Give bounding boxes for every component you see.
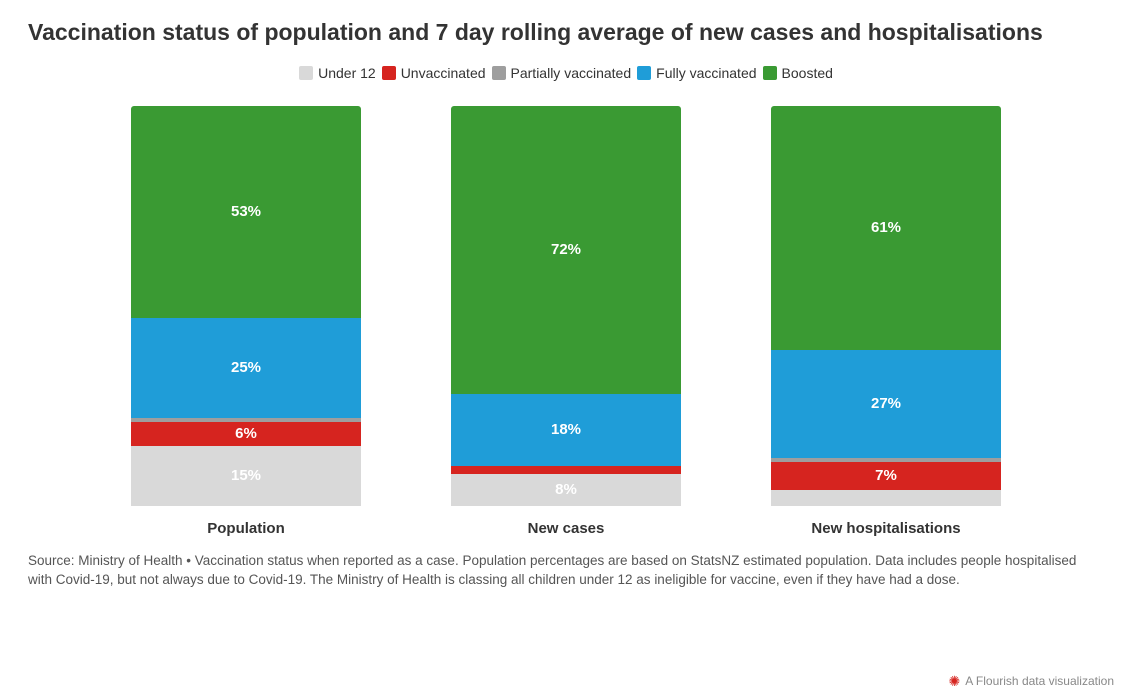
chart-title: Vaccination status of population and 7 d… — [28, 18, 1104, 47]
bar-group: 61% 27% 7% New hospitalisations — [771, 106, 1001, 537]
category-label: Population — [207, 520, 285, 537]
bar-group: 53% 25% 6% 15% Population — [131, 106, 361, 537]
bar-segment[interactable] — [451, 466, 681, 474]
bar-segment[interactable]: 53% — [131, 106, 361, 318]
bar-segment[interactable]: 27% — [771, 350, 1001, 458]
legend-label: Partially vaccinated — [511, 65, 632, 81]
legend-item[interactable]: Boosted — [763, 65, 833, 81]
bar-segment[interactable]: 25% — [131, 318, 361, 418]
chart-area: 53% 25% 6% 15% Population 72% 18% 8% New cases 61… — [28, 97, 1104, 537]
segment-value-label: 27% — [871, 395, 901, 412]
legend-swatch — [492, 66, 506, 80]
category-label: New cases — [528, 520, 605, 537]
legend-swatch — [382, 66, 396, 80]
legend-label: Unvaccinated — [401, 65, 486, 81]
category-label: New hospitalisations — [811, 520, 960, 537]
segment-value-label: 18% — [551, 421, 581, 438]
segment-value-label: 72% — [551, 241, 581, 258]
flourish-icon: ✺ — [949, 674, 961, 688]
segment-value-label: 53% — [231, 203, 261, 220]
legend-swatch — [763, 66, 777, 80]
legend-label: Boosted — [782, 65, 833, 81]
stacked-bar: 53% 25% 6% 15% — [131, 106, 361, 506]
segment-value-label: 15% — [231, 467, 261, 484]
bar-segment[interactable] — [771, 490, 1001, 506]
legend-item[interactable]: Unvaccinated — [382, 65, 486, 81]
bar-segment[interactable]: 7% — [771, 462, 1001, 490]
segment-value-label: 25% — [231, 359, 261, 376]
bar-segment[interactable]: 6% — [131, 422, 361, 446]
bar-segment[interactable]: 72% — [451, 106, 681, 394]
segment-value-label: 7% — [875, 467, 897, 484]
legend-label: Under 12 — [318, 65, 376, 81]
legend-item[interactable]: Partially vaccinated — [492, 65, 632, 81]
legend-item[interactable]: Under 12 — [299, 65, 376, 81]
bar-segment[interactable]: 15% — [131, 446, 361, 506]
bar-segment[interactable]: 8% — [451, 474, 681, 506]
segment-value-label: 8% — [555, 481, 577, 498]
bar-segment[interactable]: 61% — [771, 106, 1001, 350]
flourish-credit[interactable]: ✺ A Flourish data visualization — [949, 674, 1114, 688]
legend-item[interactable]: Fully vaccinated — [637, 65, 756, 81]
stacked-bar: 61% 27% 7% — [771, 106, 1001, 506]
segment-value-label: 61% — [871, 219, 901, 236]
bar-segment[interactable]: 18% — [451, 394, 681, 466]
legend-label: Fully vaccinated — [656, 65, 756, 81]
legend-swatch — [637, 66, 651, 80]
legend: Under 12 Unvaccinated Partially vaccinated… — [28, 65, 1104, 81]
segment-value-label: 6% — [235, 425, 257, 442]
source-footer: Source: Ministry of Health • Vaccination… — [28, 551, 1104, 590]
bar-group: 72% 18% 8% New cases — [451, 106, 681, 537]
flourish-credit-text: A Flourish data visualization — [965, 674, 1114, 688]
stacked-bar: 72% 18% 8% — [451, 106, 681, 506]
legend-swatch — [299, 66, 313, 80]
